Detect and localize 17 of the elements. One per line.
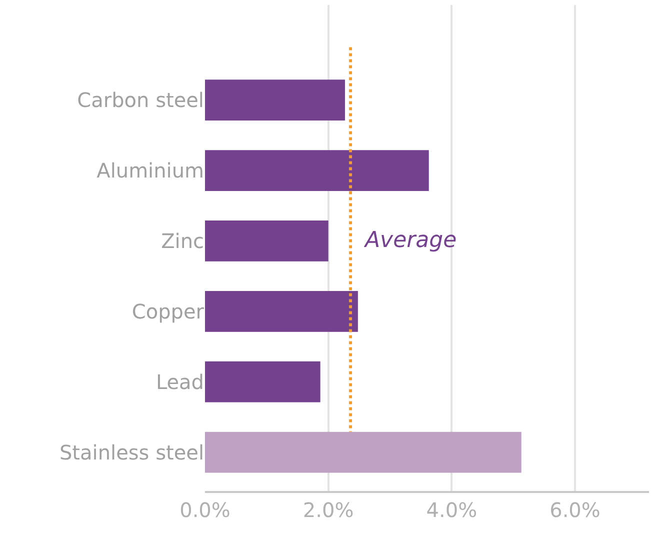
ref-line-label: Average [363, 228, 457, 253]
y-tick-label: Copper [132, 299, 205, 324]
y-tick-label: Stainless steel [59, 440, 204, 464]
x-tick-label: 0.0% [180, 498, 230, 522]
bar [205, 80, 345, 121]
y-tick-label: Lead [156, 370, 204, 394]
bar [205, 361, 320, 402]
x-tick-label: 4.0% [426, 498, 478, 522]
bar [205, 290, 358, 332]
y-tick-label: Zinc [161, 228, 204, 253]
y-tick-label: Aluminium [96, 158, 204, 183]
bar [205, 220, 328, 262]
y-tick-label: Carbon steel [77, 88, 204, 112]
bar [205, 150, 429, 191]
x-tick-label: 6.0% [550, 498, 600, 522]
x-tick-label: 2.0% [302, 498, 354, 522]
bar [205, 432, 522, 473]
